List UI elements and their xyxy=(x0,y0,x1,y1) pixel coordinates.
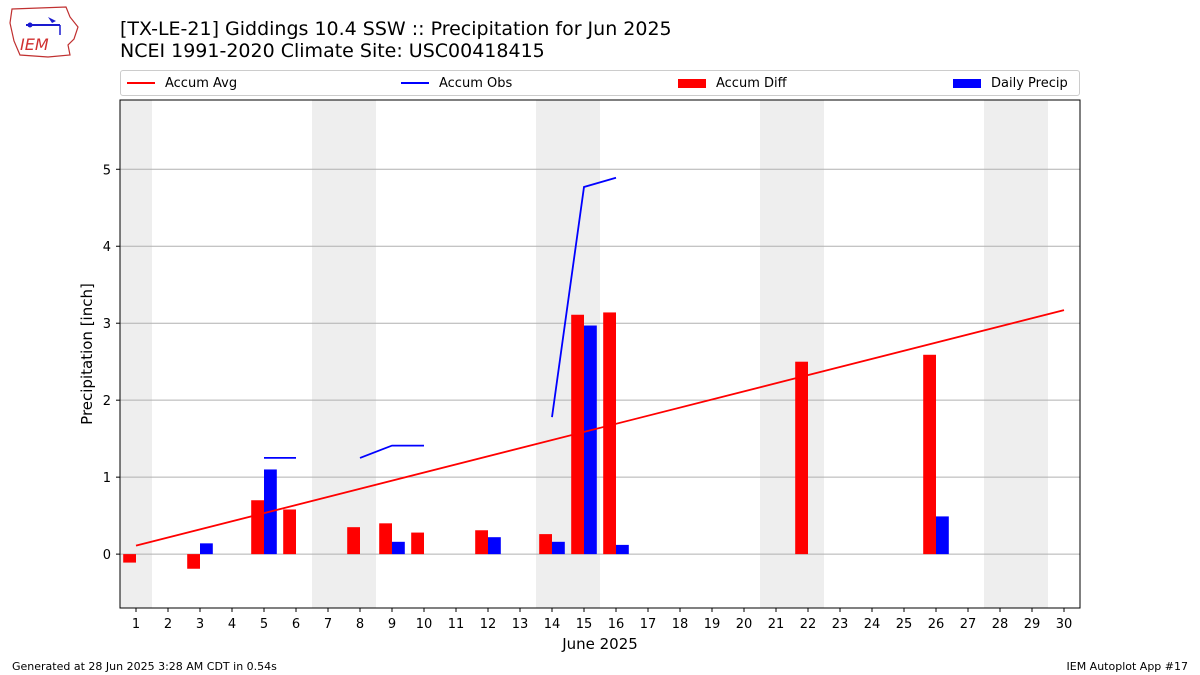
x-tick-label-5: 5 xyxy=(260,617,268,632)
x-tick-label-20: 20 xyxy=(736,617,753,632)
title-line-2: NCEI 1991-2020 Climate Site: USC00418415 xyxy=(120,40,545,62)
daily-precip-bar-day-12 xyxy=(488,537,501,555)
x-tick-label-19: 19 xyxy=(704,617,721,632)
accum-diff-bar-day-16 xyxy=(603,312,616,555)
x-tick-label-25: 25 xyxy=(896,617,913,632)
legend-item-accum-avg: Accum Avg xyxy=(127,71,237,95)
x-tick-label-15: 15 xyxy=(576,617,593,632)
accum-diff-bar-day-9 xyxy=(379,523,392,555)
gridlines xyxy=(120,168,1080,555)
x-tick-label-24: 24 xyxy=(864,617,881,632)
legend-swatch-accum-obs xyxy=(401,82,429,84)
accum-avg-line xyxy=(135,309,1065,547)
generated-note: Generated at 28 Jun 2025 3:28 AM CDT in … xyxy=(12,660,277,673)
y-axis-label: Precipitation [inch] xyxy=(78,283,96,425)
iem-logo: IEM xyxy=(8,5,82,59)
accum-diff-bar-day-26 xyxy=(923,354,936,555)
x-tick-label-2: 2 xyxy=(164,617,172,632)
x-tick-label-26: 26 xyxy=(928,617,945,632)
daily-precip-bar-day-14 xyxy=(552,541,565,555)
lines xyxy=(135,176,1065,547)
daily-precip-bar-day-16 xyxy=(616,544,629,555)
x-tick-label-9: 9 xyxy=(388,617,396,632)
daily-precip-bar-day-26 xyxy=(936,516,949,555)
x-tick-label-1: 1 xyxy=(132,617,140,632)
x-tick-label-22: 22 xyxy=(800,617,817,632)
legend-item-accum-obs: Accum Obs xyxy=(401,71,512,95)
y-tick-label-1: 1 xyxy=(103,471,111,486)
accum-diff-bar-day-5 xyxy=(251,500,264,555)
title-line-1: [TX-LE-21] Giddings 10.4 SSW :: Precipit… xyxy=(120,18,672,40)
app-note: IEM Autoplot App #17 xyxy=(1066,660,1189,673)
x-tick-label-7: 7 xyxy=(324,617,332,632)
accum-obs-line-segment-2 xyxy=(359,444,424,459)
axes: 1 2 3 4 5 6 7 8 9 10 11 12 13 14 15 16 17 18 19 20 21 22 23 24 2… xyxy=(103,163,1073,632)
x-tick-label-30: 30 xyxy=(1056,617,1073,632)
legend-swatch-daily-precip xyxy=(953,78,981,88)
legend-label-accum-diff: Accum Diff xyxy=(716,75,787,91)
x-axis-label: June 2025 xyxy=(561,635,638,653)
x-tick-label-17: 17 xyxy=(640,617,657,632)
x-tick-label-29: 29 xyxy=(1024,617,1041,632)
weekend-band-21 xyxy=(760,100,792,608)
bars xyxy=(123,312,949,569)
x-tick-label-27: 27 xyxy=(960,617,977,632)
daily-precip-bar-day-15 xyxy=(584,325,597,555)
x-tick-label-18: 18 xyxy=(672,617,689,632)
accum-obs-line-segment-3 xyxy=(551,176,617,418)
x-tick-label-28: 28 xyxy=(992,617,1009,632)
legend-item-accum-diff: Accum Diff xyxy=(678,71,787,95)
y-tick-label-2: 2 xyxy=(103,394,111,409)
x-tick-label-6: 6 xyxy=(292,617,300,632)
chart-title: [TX-LE-21] Giddings 10.4 SSW :: Precipit… xyxy=(120,18,672,62)
legend-swatch-accum-avg xyxy=(127,82,155,84)
legend-swatch-accum-diff xyxy=(678,78,706,88)
weekend-band-8 xyxy=(344,100,376,608)
x-tick-label-10: 10 xyxy=(416,617,433,632)
weekend-band-1 xyxy=(120,100,152,608)
x-tick-label-12: 12 xyxy=(480,617,497,632)
x-tick-label-3: 3 xyxy=(196,617,204,632)
weekend-band-14 xyxy=(536,100,568,608)
iem-logo-graphic: IEM xyxy=(9,6,79,58)
legend-label-accum-obs: Accum Obs xyxy=(439,75,513,91)
weekend-band-28 xyxy=(984,100,1016,608)
legend-label-daily-precip: Daily Precip xyxy=(991,75,1068,91)
accum-diff-bar-day-12 xyxy=(475,530,488,555)
x-tick-label-16: 16 xyxy=(608,617,625,632)
accum-diff-bar-day-14 xyxy=(539,534,552,555)
x-tick-label-13: 13 xyxy=(512,617,529,632)
x-tick-label-23: 23 xyxy=(832,617,849,632)
accum-diff-bar-day-22 xyxy=(795,361,808,555)
accum-diff-bar-day-10 xyxy=(411,532,424,555)
legend-label-accum-avg: Accum Avg xyxy=(165,75,238,91)
y-tick-label-0: 0 xyxy=(103,548,111,563)
chart-legend: Accum Avg Accum Obs Accum Diff Daily Pre… xyxy=(120,70,1080,96)
x-tick-label-8: 8 xyxy=(356,617,364,632)
x-tick-label-14: 14 xyxy=(544,617,561,632)
x-tick-label-4: 4 xyxy=(228,617,236,632)
weekend-band-7 xyxy=(312,100,344,608)
x-tick-label-11: 11 xyxy=(448,617,465,632)
weekend-band-29 xyxy=(1016,100,1048,608)
accum-diff-bar-day-8 xyxy=(347,527,360,555)
plot-frame xyxy=(119,99,1081,609)
y-tick-label-3: 3 xyxy=(103,317,111,332)
accum-diff-bar-day-6 xyxy=(283,509,296,555)
x-tick-label-21: 21 xyxy=(768,617,785,632)
y-tick-label-5: 5 xyxy=(103,163,111,178)
accum-diff-bar-day-1 xyxy=(123,554,136,563)
daily-precip-bar-day-3 xyxy=(200,543,213,555)
accum-diff-bar-day-3 xyxy=(187,554,200,569)
daily-precip-bar-day-9 xyxy=(392,541,405,555)
legend-item-daily-precip: Daily Precip xyxy=(953,71,1068,95)
logo-text: IEM xyxy=(20,35,49,54)
y-tick-label-4: 4 xyxy=(103,240,111,255)
